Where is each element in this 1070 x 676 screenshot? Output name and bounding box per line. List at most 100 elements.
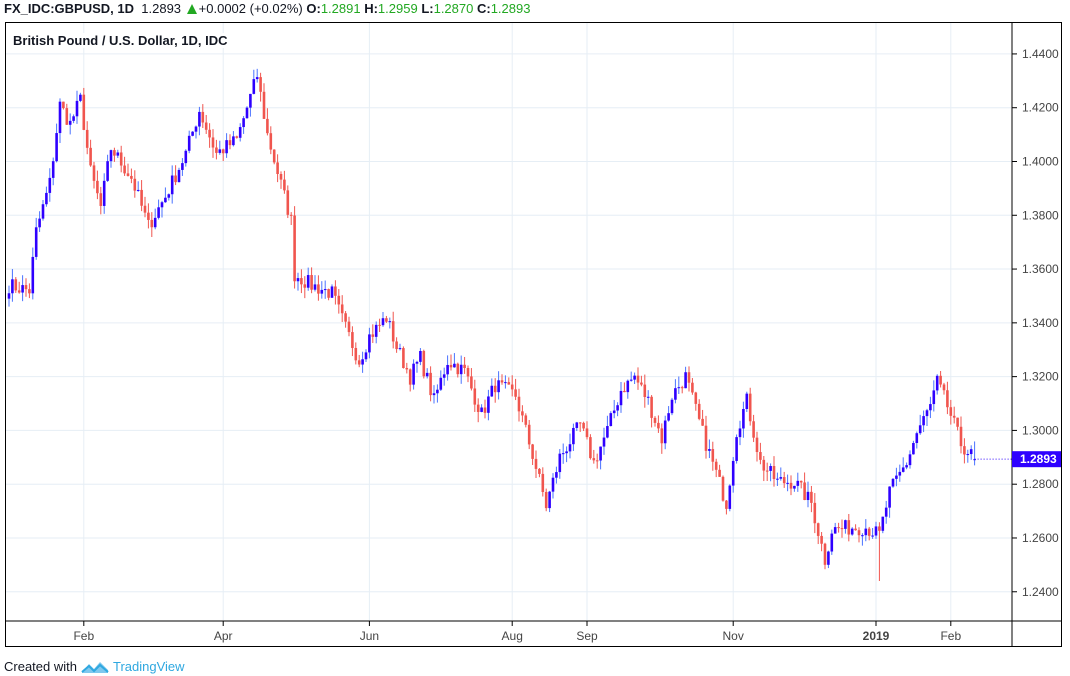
candle-up [871, 535, 874, 537]
candle-down [759, 452, 762, 460]
candle-down [204, 122, 208, 130]
candle-up [796, 480, 800, 486]
candle-down [119, 152, 123, 166]
candle-down [660, 428, 664, 444]
candle-down [96, 180, 99, 194]
candle-up [881, 516, 885, 531]
candle-down [946, 390, 949, 408]
candle-up [663, 420, 667, 444]
candle-down [680, 387, 684, 389]
candle-down [867, 528, 871, 536]
candle-down [687, 372, 691, 383]
candle-up [935, 375, 939, 391]
candle-up [626, 380, 630, 393]
candle-down [449, 364, 453, 368]
candle-down [28, 289, 31, 294]
candle-down [133, 178, 137, 191]
candle-up [194, 126, 198, 132]
candle-down [857, 530, 861, 536]
candle-down [701, 418, 704, 426]
candle-up [908, 454, 912, 466]
x-tick-label: Feb [940, 629, 961, 643]
candle-down [755, 437, 759, 453]
candle-down [317, 284, 320, 294]
candle-down [402, 348, 405, 368]
candle-up [480, 407, 483, 412]
candle-down [527, 424, 531, 445]
candle-down [266, 118, 269, 134]
candle-down [500, 380, 504, 383]
candle-down [657, 422, 660, 429]
candle-down [405, 367, 409, 370]
candle-down [636, 375, 640, 383]
candle-down [276, 162, 279, 175]
candle-down [334, 286, 337, 296]
candle-up [238, 127, 242, 138]
y-tick-label: 1.2800 [1022, 477, 1059, 491]
candle-up [388, 321, 392, 323]
candle-up [568, 444, 572, 452]
candle-up [497, 380, 500, 393]
candle-down [85, 129, 89, 148]
candle-up [419, 350, 422, 362]
candle-up [48, 177, 52, 193]
candle-down [694, 392, 698, 404]
candle-up [109, 150, 113, 162]
created-with-label: Created with [4, 659, 77, 674]
candle-down [262, 91, 266, 119]
footer: Created with TradingView [4, 659, 185, 674]
candle-up [225, 140, 228, 154]
candle-up [905, 465, 908, 468]
candle-up [929, 404, 932, 411]
tradingview-link[interactable]: TradingView [112, 659, 185, 674]
candle-up [901, 467, 905, 472]
candle-down [592, 458, 596, 461]
candle-up [616, 405, 619, 411]
candle-down [24, 285, 28, 290]
candle-up [572, 427, 575, 445]
candle-up [844, 520, 847, 529]
candle-down [174, 175, 177, 183]
candle-up [551, 477, 555, 492]
candle-up [68, 120, 72, 125]
candle-down [789, 482, 793, 489]
candle-down [765, 470, 769, 472]
candle-up [72, 116, 75, 121]
candle-up [181, 163, 184, 170]
candle-down [208, 129, 211, 138]
candle-up [453, 363, 456, 368]
candle-down [279, 174, 283, 180]
candle-down [697, 403, 701, 419]
candle-down [840, 528, 844, 530]
candle-up [738, 428, 742, 438]
candle-down [371, 334, 375, 337]
y-tick-label: 1.3200 [1022, 370, 1059, 384]
candle-down [854, 528, 857, 531]
candle-up [674, 388, 677, 400]
y-tick-label: 1.2600 [1022, 531, 1059, 545]
candle-down [585, 428, 589, 438]
candle-up [684, 372, 687, 389]
candle-up [565, 451, 568, 454]
candle-down [718, 469, 721, 477]
low-label: L: [421, 1, 434, 16]
candle-up [102, 180, 106, 206]
candle-down [470, 376, 473, 389]
chart-frame [5, 22, 1062, 647]
candle-up [776, 478, 779, 480]
candle-up [436, 389, 439, 394]
candle-down [653, 417, 657, 423]
candle-down [521, 411, 524, 416]
candle-down [650, 396, 653, 418]
candle-up [164, 197, 167, 203]
candle-down [510, 384, 514, 390]
high-value: 1.2959 [377, 1, 418, 16]
candle-up [398, 348, 402, 350]
candle-down [422, 350, 426, 377]
candle-up [969, 449, 973, 455]
candle-down [259, 77, 262, 92]
x-tick-label: Jun [360, 629, 379, 643]
candle-down [820, 535, 823, 544]
candle-up [561, 453, 565, 455]
